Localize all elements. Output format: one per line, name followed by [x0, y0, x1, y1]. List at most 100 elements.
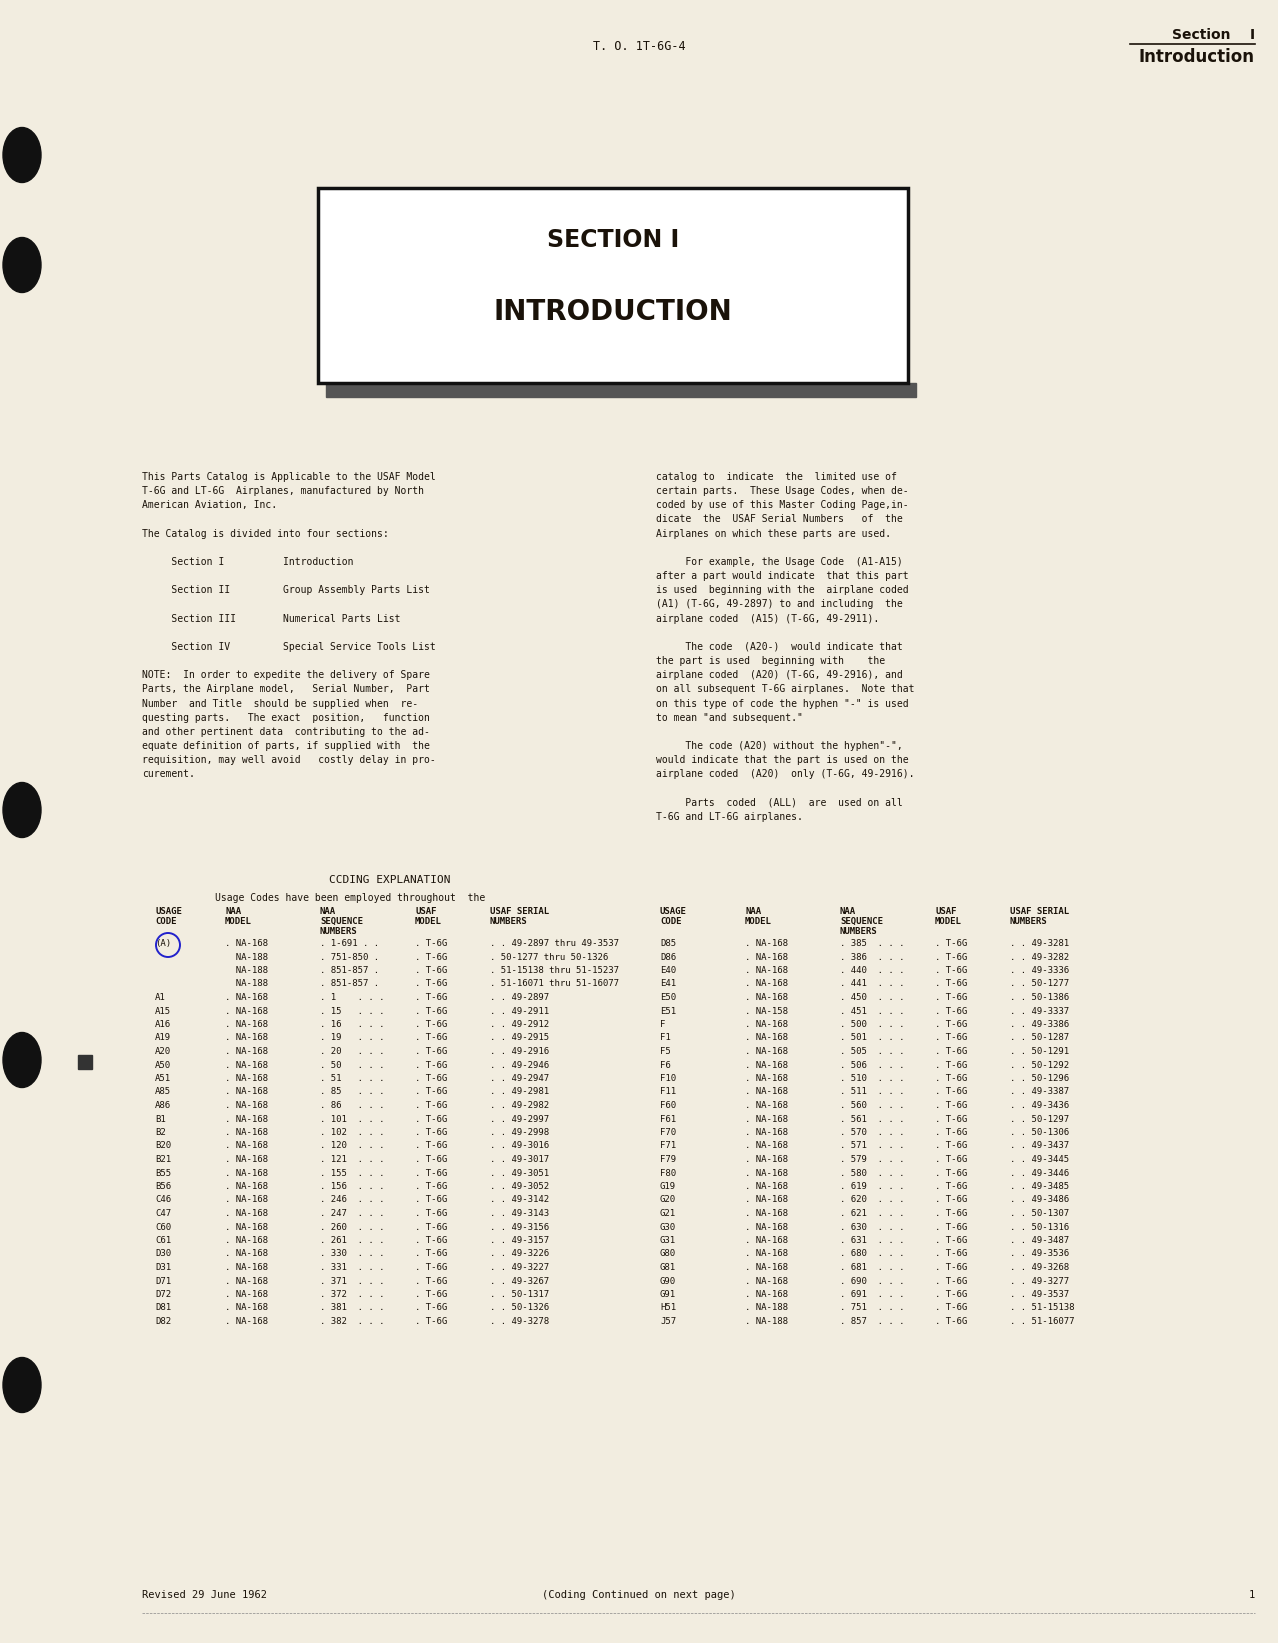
- Bar: [318, 187, 907, 383]
- Text: NA-188: NA-188: [225, 979, 268, 989]
- Bar: [326, 383, 916, 398]
- Text: T. O. 1T-6G-4: T. O. 1T-6G-4: [593, 39, 685, 53]
- Text: NAA: NAA: [840, 907, 856, 917]
- Text: . NA-168: . NA-168: [225, 1222, 268, 1232]
- Text: . . 49-2915: . . 49-2915: [489, 1033, 550, 1043]
- Text: . 506  . . .: . 506 . . .: [840, 1060, 905, 1070]
- Text: B1: B1: [155, 1114, 166, 1124]
- Text: A1: A1: [155, 992, 166, 1002]
- Text: . T-6G: . T-6G: [935, 1075, 967, 1083]
- Text: . . 49-3386: . . 49-3386: [1010, 1020, 1070, 1029]
- Ellipse shape: [3, 782, 41, 838]
- Text: . T-6G: . T-6G: [935, 1020, 967, 1029]
- Text: . T-6G: . T-6G: [935, 1222, 967, 1232]
- Text: . . 50-1326: . . 50-1326: [489, 1303, 550, 1313]
- Text: . T-6G: . T-6G: [935, 1155, 967, 1163]
- Text: B55: B55: [155, 1168, 171, 1178]
- Text: . 505  . . .: . 505 . . .: [840, 1047, 905, 1056]
- Text: E51: E51: [659, 1007, 676, 1015]
- Text: NAA: NAA: [320, 907, 336, 917]
- Text: 1: 1: [1249, 1590, 1255, 1600]
- Text: . 50   . . .: . 50 . . .: [320, 1060, 385, 1070]
- Text: catalog to  indicate  the  limited use of
certain parts.  These Usage Codes, whe: catalog to indicate the limited use of c…: [656, 472, 915, 822]
- Text: SEQUENCE: SEQUENCE: [320, 917, 363, 927]
- Text: . 680  . . .: . 680 . . .: [840, 1249, 905, 1259]
- Text: NUMBERS: NUMBERS: [840, 927, 878, 937]
- Text: . NA-168: . NA-168: [745, 1277, 789, 1285]
- Text: G91: G91: [659, 1290, 676, 1300]
- Text: . 690  . . .: . 690 . . .: [840, 1277, 905, 1285]
- Text: MODEL: MODEL: [225, 917, 252, 927]
- Text: F6: F6: [659, 1060, 671, 1070]
- Text: . . 49-2897 thru 49-3537: . . 49-2897 thru 49-3537: [489, 940, 619, 948]
- Text: . . 50-1306: . . 50-1306: [1010, 1129, 1070, 1137]
- Text: . T-6G: . T-6G: [935, 1263, 967, 1272]
- Text: . NA-168: . NA-168: [225, 1277, 268, 1285]
- Text: . NA-158: . NA-158: [745, 1007, 789, 1015]
- Text: . NA-168: . NA-168: [745, 1196, 789, 1204]
- Text: B20: B20: [155, 1142, 171, 1150]
- Text: . NA-168: . NA-168: [745, 1060, 789, 1070]
- Text: . T-6G: . T-6G: [415, 1020, 447, 1029]
- Text: E40: E40: [659, 966, 676, 974]
- Text: . NA-168: . NA-168: [225, 1033, 268, 1043]
- Text: . 451  . . .: . 451 . . .: [840, 1007, 905, 1015]
- Text: . 751  . . .: . 751 . . .: [840, 1303, 905, 1313]
- Text: . . 49-3268: . . 49-3268: [1010, 1263, 1070, 1272]
- Text: . . 49-3227: . . 49-3227: [489, 1263, 550, 1272]
- Text: D72: D72: [155, 1290, 171, 1300]
- Text: . NA-168: . NA-168: [745, 1263, 789, 1272]
- Text: . NA-168: . NA-168: [225, 940, 268, 948]
- Text: . 16   . . .: . 16 . . .: [320, 1020, 385, 1029]
- Text: . NA-168: . NA-168: [745, 1101, 789, 1111]
- Text: . T-6G: . T-6G: [415, 1318, 447, 1326]
- Text: . 15   . . .: . 15 . . .: [320, 1007, 385, 1015]
- Text: . NA-168: . NA-168: [225, 1318, 268, 1326]
- Text: Revised 29 June 1962: Revised 29 June 1962: [142, 1590, 267, 1600]
- Text: . NA-168: . NA-168: [745, 953, 789, 961]
- Text: . 381  . . .: . 381 . . .: [320, 1303, 385, 1313]
- Text: INTRODUCTION: INTRODUCTION: [493, 297, 732, 325]
- Text: . T-6G: . T-6G: [935, 1007, 967, 1015]
- Text: . T-6G: . T-6G: [935, 1101, 967, 1111]
- Text: . . 49-2947: . . 49-2947: [489, 1075, 550, 1083]
- Text: B2: B2: [155, 1129, 166, 1137]
- Text: . . 49-2897: . . 49-2897: [489, 992, 550, 1002]
- Text: . . 50-1316: . . 50-1316: [1010, 1222, 1070, 1232]
- Text: G31: G31: [659, 1236, 676, 1245]
- Text: . NA-168: . NA-168: [745, 1249, 789, 1259]
- Text: . . 49-3267: . . 49-3267: [489, 1277, 550, 1285]
- Text: . . 50-1386: . . 50-1386: [1010, 992, 1070, 1002]
- Text: . . 49-3485: . . 49-3485: [1010, 1181, 1070, 1191]
- Text: CODE: CODE: [155, 917, 176, 927]
- Text: . . 50-1287: . . 50-1287: [1010, 1033, 1070, 1043]
- Text: . T-6G: . T-6G: [935, 1277, 967, 1285]
- Text: . NA-168: . NA-168: [745, 1075, 789, 1083]
- Text: . 851-857 .: . 851-857 .: [320, 966, 380, 974]
- Text: . 570  . . .: . 570 . . .: [840, 1129, 905, 1137]
- Text: USAGE: USAGE: [155, 907, 181, 917]
- Text: NUMBERS: NUMBERS: [1010, 917, 1048, 927]
- Text: . NA-168: . NA-168: [745, 992, 789, 1002]
- Text: . . 49-3446: . . 49-3446: [1010, 1168, 1070, 1178]
- Text: . T-6G: . T-6G: [415, 966, 447, 974]
- Text: . NA-168: . NA-168: [745, 1181, 789, 1191]
- Text: . 101  . . .: . 101 . . .: [320, 1114, 385, 1124]
- Text: . . 49-2998: . . 49-2998: [489, 1129, 550, 1137]
- Text: . NA-168: . NA-168: [745, 1020, 789, 1029]
- Text: . NA-168: . NA-168: [745, 1088, 789, 1096]
- Text: A19: A19: [155, 1033, 171, 1043]
- Text: . T-6G: . T-6G: [415, 1222, 447, 1232]
- Text: . NA-168: . NA-168: [225, 1101, 268, 1111]
- Text: . 156  . . .: . 156 . . .: [320, 1181, 385, 1191]
- Text: NUMBERS: NUMBERS: [320, 927, 358, 937]
- Text: NA-188: NA-188: [225, 966, 268, 974]
- Text: G30: G30: [659, 1222, 676, 1232]
- Text: . . 49-2911: . . 49-2911: [489, 1007, 550, 1015]
- Text: This Parts Catalog is Applicable to the USAF Model
T-6G and LT-6G  Airplanes, ma: This Parts Catalog is Applicable to the …: [142, 472, 436, 779]
- Text: . . 49-3278: . . 49-3278: [489, 1318, 550, 1326]
- Text: . 120  . . .: . 120 . . .: [320, 1142, 385, 1150]
- Text: . 571  . . .: . 571 . . .: [840, 1142, 905, 1150]
- Text: . . 49-3017: . . 49-3017: [489, 1155, 550, 1163]
- Text: . . 49-3156: . . 49-3156: [489, 1222, 550, 1232]
